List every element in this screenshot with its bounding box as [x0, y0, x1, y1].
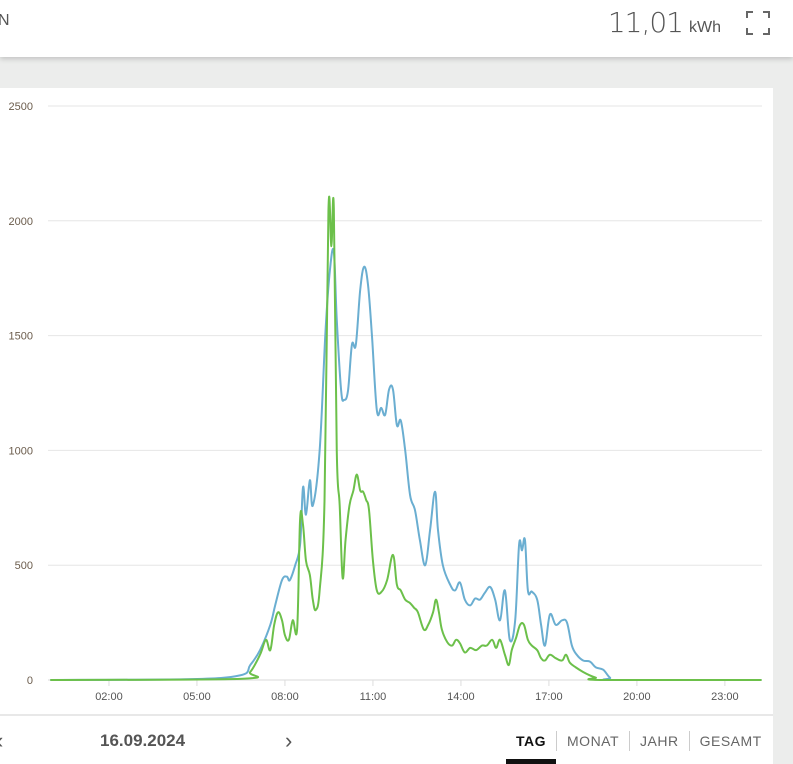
header: N 11,01 kWh [0, 0, 793, 57]
y-tick-label: 2500 [9, 101, 33, 113]
chart-card [0, 88, 773, 764]
y-tick-label: 0 [27, 675, 33, 687]
tab-jahr[interactable]: JAHR [630, 731, 690, 751]
header-title-fragment: N [0, 12, 10, 29]
total-unit: kWh [689, 19, 721, 36]
daily-total: 11,01 kWh [608, 6, 721, 39]
series-line-1 [50, 247, 762, 682]
x-tick-label: 05:00 [183, 691, 211, 703]
y-tick-label: 1000 [9, 445, 33, 457]
x-tick-label: 17:00 [535, 691, 563, 703]
chevron-left-icon[interactable]: ‹ [0, 728, 3, 754]
series-line-2 [50, 195, 762, 682]
divider [0, 714, 773, 716]
tab-tag[interactable]: TAG [506, 731, 558, 764]
x-tick-label: 11:00 [360, 691, 387, 703]
fullscreen-icon[interactable] [746, 11, 770, 35]
y-tick-label: 1500 [9, 331, 33, 343]
chevron-right-icon[interactable]: › [285, 728, 293, 753]
x-tick-label: 23:00 [711, 691, 739, 703]
x-tick-label: 02:00 [95, 691, 123, 703]
y-tick-label: 2000 [9, 216, 33, 228]
tab-monat[interactable]: MONAT [557, 731, 631, 751]
tab-gesamt[interactable]: GESAMT [699, 733, 762, 749]
selected-date: 16.09.2024 [100, 731, 186, 750]
x-tick-label: 08:00 [271, 691, 299, 703]
x-tick-label: 20:00 [623, 691, 651, 703]
x-tick-label: 14:00 [447, 691, 475, 703]
period-tabs: TAG MONAT JAHR GESAMT [506, 731, 762, 764]
total-value: 11,01 [607, 6, 684, 39]
y-tick-label: 500 [15, 560, 33, 572]
